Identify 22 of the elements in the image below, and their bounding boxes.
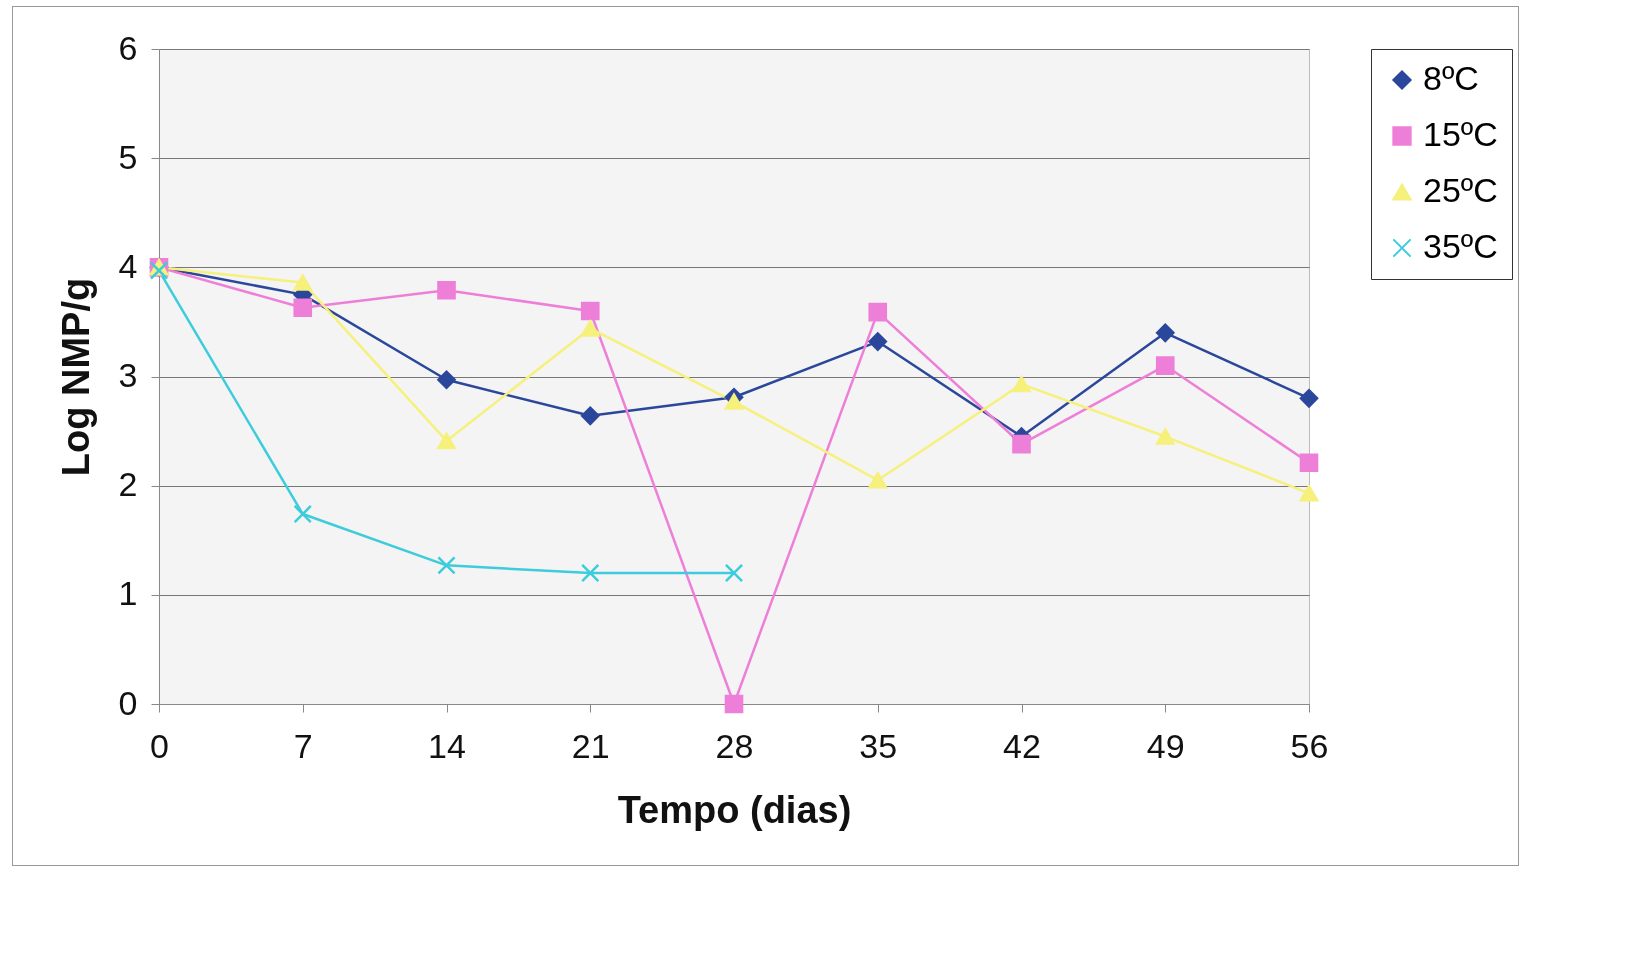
x-tick-label: 14 — [428, 726, 466, 765]
legend-label: 35ºC — [1423, 227, 1498, 265]
y-tick-label: 1 — [118, 574, 138, 613]
x-tick-label: 35 — [859, 726, 898, 765]
legend-label: 15ºC — [1423, 115, 1498, 153]
x-tick-label: 21 — [571, 726, 610, 765]
x-tick-label: 28 — [715, 726, 754, 765]
legend-label: 25ºC — [1423, 171, 1498, 209]
y-tick-label: 6 — [118, 28, 138, 67]
y-tick-label: 0 — [118, 683, 138, 722]
y-tick-label: 5 — [118, 137, 138, 176]
x-tick-label: 42 — [1003, 726, 1041, 765]
x-tick-label: 56 — [1290, 726, 1329, 765]
x-axis-title: Tempo (dias) — [617, 788, 852, 831]
y-tick-label: 2 — [118, 465, 138, 504]
legend-label: 8ºC — [1423, 59, 1479, 97]
y-tick-label: 3 — [118, 356, 138, 394]
x-tick-label: 49 — [1146, 726, 1185, 765]
x-tick-label: 0 — [150, 726, 169, 765]
y-tick-label: 4 — [118, 246, 138, 285]
x-tick-label: 7 — [293, 726, 313, 765]
y-axis-title: Log NMP/g — [54, 277, 97, 477]
